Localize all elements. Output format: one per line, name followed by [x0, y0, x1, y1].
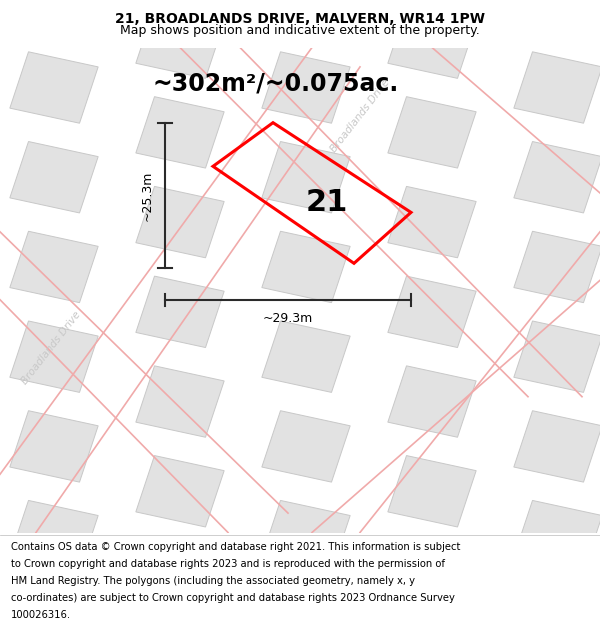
Polygon shape: [262, 231, 350, 302]
Polygon shape: [262, 411, 350, 482]
Polygon shape: [388, 366, 476, 438]
Text: Map shows position and indicative extent of the property.: Map shows position and indicative extent…: [120, 24, 480, 37]
Polygon shape: [262, 52, 350, 123]
Text: Broadlands Drive: Broadlands Drive: [20, 310, 82, 386]
Polygon shape: [136, 366, 224, 438]
Polygon shape: [388, 456, 476, 527]
Polygon shape: [262, 501, 350, 572]
Polygon shape: [262, 0, 350, 34]
Polygon shape: [136, 7, 224, 78]
Polygon shape: [10, 321, 98, 392]
Polygon shape: [388, 545, 476, 617]
Polygon shape: [388, 276, 476, 348]
Text: 21: 21: [306, 188, 348, 218]
Polygon shape: [262, 141, 350, 213]
Text: Broadlands Drive: Broadlands Drive: [329, 77, 391, 154]
Polygon shape: [136, 186, 224, 258]
Polygon shape: [514, 411, 600, 482]
Polygon shape: [10, 231, 98, 302]
Text: co-ordinates) are subject to Crown copyright and database rights 2023 Ordnance S: co-ordinates) are subject to Crown copyr…: [11, 593, 455, 603]
Text: 100026316.: 100026316.: [11, 610, 71, 620]
Text: to Crown copyright and database rights 2023 and is reproduced with the permissio: to Crown copyright and database rights 2…: [11, 559, 445, 569]
Polygon shape: [514, 321, 600, 392]
Polygon shape: [136, 545, 224, 617]
Polygon shape: [136, 276, 224, 348]
Polygon shape: [388, 7, 476, 78]
Polygon shape: [10, 501, 98, 572]
Text: 21, BROADLANDS DRIVE, MALVERN, WR14 1PW: 21, BROADLANDS DRIVE, MALVERN, WR14 1PW: [115, 12, 485, 26]
Polygon shape: [514, 231, 600, 302]
Polygon shape: [388, 97, 476, 168]
Polygon shape: [136, 456, 224, 527]
Polygon shape: [10, 141, 98, 213]
Polygon shape: [514, 0, 600, 34]
Text: Contains OS data © Crown copyright and database right 2021. This information is : Contains OS data © Crown copyright and d…: [11, 542, 460, 552]
Text: ~302m²/~0.075ac.: ~302m²/~0.075ac.: [153, 72, 399, 96]
Polygon shape: [514, 52, 600, 123]
Polygon shape: [514, 501, 600, 572]
Polygon shape: [10, 411, 98, 482]
Text: HM Land Registry. The polygons (including the associated geometry, namely x, y: HM Land Registry. The polygons (includin…: [11, 576, 415, 586]
Polygon shape: [136, 97, 224, 168]
Polygon shape: [262, 321, 350, 392]
Text: ~25.3m: ~25.3m: [140, 170, 154, 221]
Text: ~29.3m: ~29.3m: [263, 312, 313, 325]
Polygon shape: [10, 0, 98, 34]
Polygon shape: [10, 52, 98, 123]
Polygon shape: [388, 186, 476, 258]
Polygon shape: [514, 141, 600, 213]
